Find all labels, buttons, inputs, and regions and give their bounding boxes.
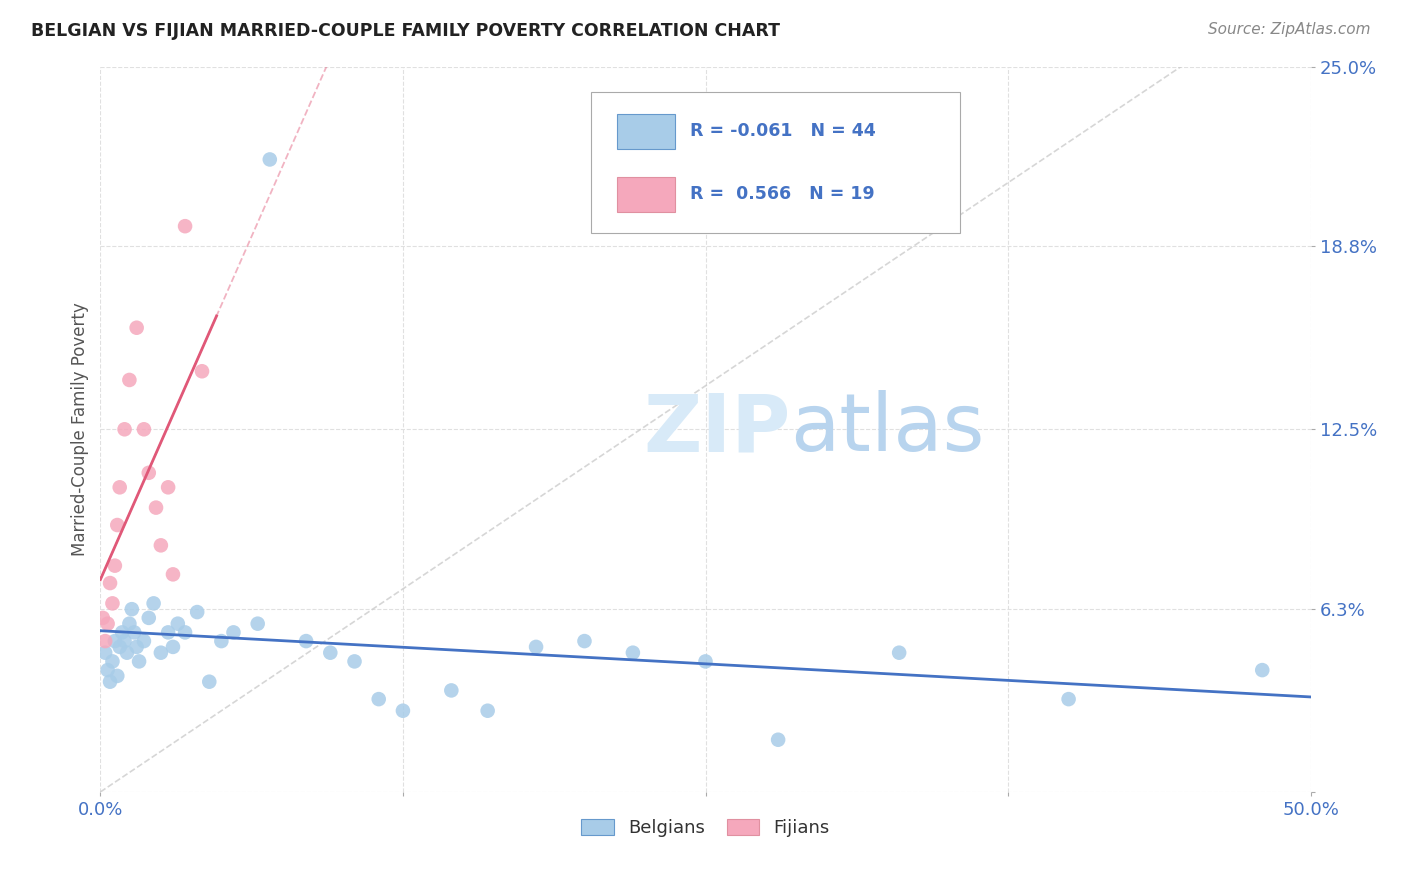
Point bbox=[125, 320, 148, 334]
FancyBboxPatch shape bbox=[591, 92, 960, 234]
Point bbox=[128, 654, 150, 668]
Text: BELGIAN VS FIJIAN MARRIED-COUPLE FAMILY POVERTY CORRELATION CHART: BELGIAN VS FIJIAN MARRIED-COUPLE FAMILY … bbox=[31, 22, 780, 40]
Point bbox=[440, 683, 463, 698]
Point bbox=[105, 669, 128, 683]
Point bbox=[191, 364, 214, 378]
Point bbox=[149, 646, 172, 660]
Text: ZIP: ZIP bbox=[643, 391, 790, 468]
Point bbox=[98, 576, 121, 591]
Point bbox=[367, 692, 389, 706]
Point bbox=[174, 625, 197, 640]
Point bbox=[162, 567, 184, 582]
Legend: Belgians, Fijians: Belgians, Fijians bbox=[574, 812, 837, 845]
Point bbox=[392, 704, 415, 718]
Point bbox=[621, 646, 644, 660]
Point bbox=[115, 646, 138, 660]
Point bbox=[222, 625, 245, 640]
Point bbox=[198, 674, 221, 689]
Point bbox=[104, 634, 127, 648]
FancyBboxPatch shape bbox=[617, 114, 675, 149]
Point bbox=[142, 596, 165, 610]
Point bbox=[104, 558, 127, 573]
Point bbox=[97, 616, 120, 631]
Y-axis label: Married-Couple Family Poverty: Married-Couple Family Poverty bbox=[72, 302, 89, 556]
Point bbox=[114, 634, 136, 648]
Text: R =  0.566   N = 19: R = 0.566 N = 19 bbox=[690, 186, 875, 203]
Point bbox=[98, 674, 121, 689]
Text: R = -0.061   N = 44: R = -0.061 N = 44 bbox=[690, 122, 876, 140]
Point bbox=[174, 219, 197, 234]
Text: Source: ZipAtlas.com: Source: ZipAtlas.com bbox=[1208, 22, 1371, 37]
Point bbox=[162, 640, 184, 654]
Point bbox=[121, 602, 143, 616]
Point bbox=[125, 640, 148, 654]
Point bbox=[122, 625, 145, 640]
Point bbox=[108, 480, 131, 494]
Point bbox=[157, 625, 180, 640]
Point bbox=[94, 634, 117, 648]
Point bbox=[118, 373, 141, 387]
Point bbox=[94, 646, 117, 660]
Point bbox=[1251, 663, 1274, 677]
Point bbox=[132, 634, 155, 648]
Point bbox=[111, 625, 134, 640]
Point bbox=[319, 646, 342, 660]
Point bbox=[108, 640, 131, 654]
Point bbox=[574, 634, 596, 648]
Point bbox=[145, 500, 167, 515]
Point bbox=[259, 153, 281, 167]
Point bbox=[295, 634, 318, 648]
Text: atlas: atlas bbox=[790, 391, 984, 468]
Point bbox=[186, 605, 208, 619]
Point bbox=[695, 654, 717, 668]
Point bbox=[766, 732, 789, 747]
Point bbox=[138, 611, 160, 625]
Point bbox=[209, 634, 232, 648]
Point bbox=[149, 538, 172, 552]
Point bbox=[97, 663, 120, 677]
Point bbox=[114, 422, 136, 436]
Point bbox=[889, 646, 911, 660]
Point bbox=[246, 616, 269, 631]
Point bbox=[132, 422, 155, 436]
FancyBboxPatch shape bbox=[617, 177, 675, 211]
Point bbox=[105, 518, 128, 533]
Point bbox=[101, 596, 124, 610]
Point bbox=[91, 611, 114, 625]
Point bbox=[524, 640, 547, 654]
Point bbox=[101, 654, 124, 668]
Point bbox=[157, 480, 180, 494]
Point bbox=[138, 466, 160, 480]
Point bbox=[343, 654, 366, 668]
Point bbox=[477, 704, 499, 718]
Point bbox=[118, 616, 141, 631]
Point bbox=[166, 616, 188, 631]
Point bbox=[1057, 692, 1080, 706]
